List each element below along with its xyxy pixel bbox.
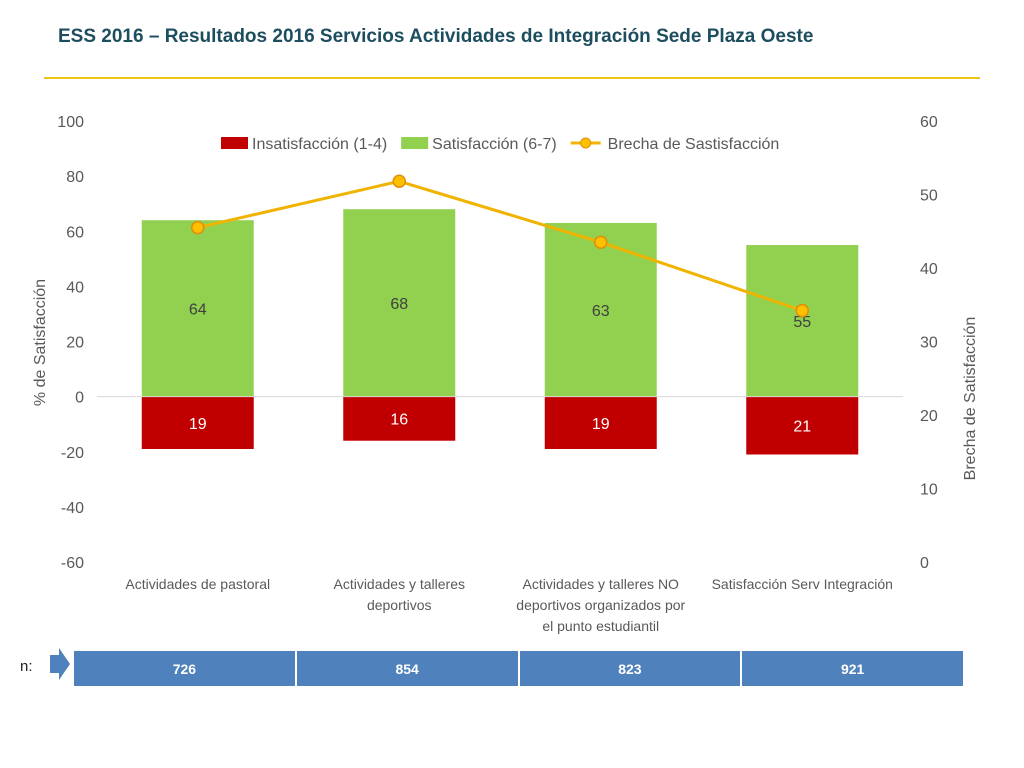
chart: -60 -40 -20 0 20 40 60 80 100 0 10 20 30 40 50 60 % de S…: [32, 114, 979, 634]
n-cell: 726: [74, 651, 297, 686]
gap-point: [191, 220, 205, 235]
y-tick-label: -60: [61, 555, 84, 572]
satisfaction-data-label: 63: [592, 303, 610, 320]
y-tick-label: 0: [75, 390, 84, 407]
title-underline: [44, 77, 980, 79]
dissatisfaction-bar: [141, 396, 254, 449]
arrow-right-icon: [50, 648, 70, 680]
satisfaction-data-label: 68: [390, 296, 408, 313]
y-tick-label: 20: [66, 335, 84, 352]
y-tick-label: 80: [66, 169, 84, 186]
satisfaction-bar: [343, 209, 456, 397]
y-tick-label: 60: [66, 224, 84, 241]
y2-tick-label: 40: [920, 261, 938, 278]
dissatisfaction-data-label: 19: [592, 416, 610, 433]
dissatisfaction-bar: [343, 396, 456, 441]
dissatisfaction-bar: [544, 396, 657, 449]
dissatisfaction-data-label: 19: [189, 416, 207, 433]
satisfaction-bar: [746, 245, 859, 397]
gap-point: [392, 174, 406, 189]
legend-swatch-marker: [580, 137, 592, 149]
y2-tick-label: 20: [920, 408, 938, 425]
dissatisfaction-bar: [746, 396, 859, 455]
dissatisfaction-data-label: 21: [793, 419, 811, 436]
x-tick-label: Actividades de pastoral: [125, 576, 270, 592]
x-tick-label: Actividades y talleres deportivos: [333, 576, 465, 613]
sample-size-table: 726 854 823 921: [74, 651, 963, 686]
legend-swatch: [401, 137, 429, 149]
legend-swatch: [221, 137, 248, 149]
n-cell: 823: [519, 651, 743, 686]
n-cell: 921: [742, 651, 963, 686]
y2-tick-label: 60: [920, 114, 938, 131]
y2-tick-label: 30: [920, 335, 938, 352]
x-tick-label: Satisfacción Serv Integración: [712, 576, 893, 592]
y-axis-title: % de Satisfacción: [32, 279, 49, 406]
page-title: ESS 2016 – Resultados 2016 Servicios Act…: [58, 26, 814, 47]
legend-label: Brecha de Sastisfacción: [608, 136, 780, 153]
legend-label: Insatisfacción (1-4): [252, 136, 387, 153]
gap-point: [795, 303, 809, 318]
n-label: n:: [20, 658, 33, 675]
y2-tick-label: 50: [920, 188, 938, 205]
y-tick-label: 100: [57, 114, 84, 131]
satisfaction-data-label: 55: [793, 314, 811, 331]
satisfaction-bar: [544, 222, 657, 397]
y2-tick-label: 10: [920, 482, 938, 499]
gap-point: [594, 235, 608, 250]
x-tick-label: Actividades y talleres NO deportivos orga…: [516, 576, 685, 634]
y-tick-label: -40: [61, 500, 84, 517]
satisfaction-bar: [141, 220, 254, 397]
y-tick-label: -20: [61, 445, 84, 462]
gap-line: [197, 179, 803, 313]
n-cell: 854: [296, 651, 520, 686]
y2-tick-label: 0: [920, 555, 929, 572]
dissatisfaction-data-label: 16: [390, 412, 408, 429]
legend-label: Satisfacción (6-7): [432, 136, 557, 153]
y2-axis-title: Brecha de Satisfacción: [962, 317, 979, 481]
satisfaction-data-label: 64: [189, 301, 207, 318]
y-tick-label: 40: [66, 279, 84, 296]
